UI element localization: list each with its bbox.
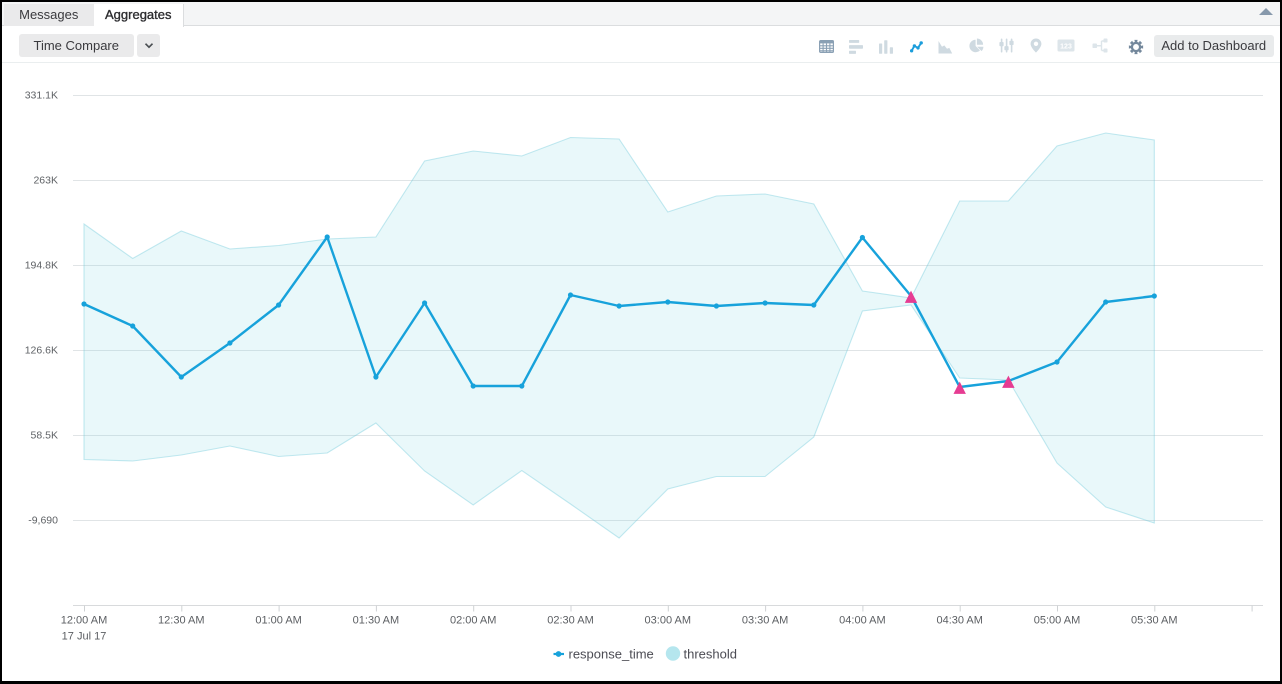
svg-text:126.6K: 126.6K: [25, 345, 58, 357]
svg-text:123: 123: [1060, 44, 1072, 51]
svg-text:12:00 AM: 12:00 AM: [61, 615, 107, 627]
svg-text:02:00 AM: 02:00 AM: [450, 615, 496, 627]
svg-text:331.1K: 331.1K: [25, 90, 58, 102]
svg-text:-9,690: -9,690: [28, 515, 58, 527]
svg-text:02:30 AM: 02:30 AM: [547, 615, 593, 627]
svg-text:03:00 AM: 03:00 AM: [645, 615, 691, 627]
svg-text:12:30 AM: 12:30 AM: [158, 615, 204, 627]
svg-text:01:00 AM: 01:00 AM: [255, 615, 301, 627]
svg-text:01:30 AM: 01:30 AM: [353, 615, 399, 627]
svg-text:03:30 AM: 03:30 AM: [742, 615, 788, 627]
svg-text:response_time: response_time: [569, 647, 654, 662]
svg-text:17 Jul 17: 17 Jul 17: [62, 631, 107, 643]
svg-text:04:00 AM: 04:00 AM: [839, 615, 885, 627]
svg-text:263K: 263K: [33, 175, 58, 187]
svg-text:04:30 AM: 04:30 AM: [936, 615, 982, 627]
svg-text:58.5K: 58.5K: [31, 430, 58, 442]
svg-text:threshold: threshold: [684, 647, 737, 662]
svg-text:05:30 AM: 05:30 AM: [1131, 615, 1177, 627]
svg-text:194.8K: 194.8K: [25, 260, 58, 272]
svg-text:05:00 AM: 05:00 AM: [1034, 615, 1080, 627]
